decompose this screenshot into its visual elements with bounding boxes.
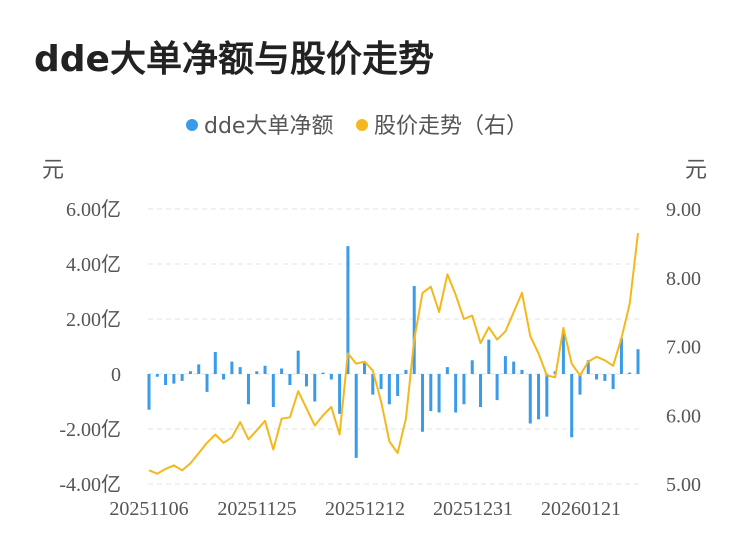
bar — [288, 374, 292, 385]
bar — [304, 374, 308, 387]
bar — [205, 374, 209, 392]
bar — [379, 374, 383, 390]
bar — [570, 374, 574, 438]
bar — [263, 365, 267, 374]
line-series — [148, 232, 639, 475]
bar — [329, 374, 333, 380]
legend: dde大单净额 股价走势（右） — [186, 114, 528, 139]
legend-label-price: 股价走势（右） — [374, 114, 528, 139]
bar — [421, 374, 425, 432]
bar — [636, 349, 640, 374]
bar — [595, 374, 599, 380]
y-left-tick-label: 2.00亿 — [66, 308, 121, 331]
bar — [246, 374, 250, 405]
bar — [271, 374, 275, 407]
y-right-unit-label: 元 — [685, 158, 707, 183]
y-right-tick-label: 8.00 — [666, 268, 701, 290]
bar — [545, 374, 549, 417]
bar — [213, 352, 217, 374]
bar — [412, 286, 416, 374]
y-left-tick-label: -4.00亿 — [59, 473, 121, 496]
y-left-tick-label: 0 — [111, 364, 121, 386]
bar — [396, 374, 400, 396]
x-tick-label: 20260121 — [541, 498, 621, 520]
bar — [503, 356, 507, 374]
y-left-tick-label: 4.00亿 — [66, 253, 121, 276]
y-right-tick-label: 6.00 — [666, 405, 701, 427]
bar — [197, 364, 201, 374]
bar — [454, 374, 458, 413]
bar — [445, 367, 449, 374]
bar — [238, 367, 242, 374]
bar — [321, 372, 325, 374]
bar — [437, 374, 441, 413]
bar — [586, 360, 590, 374]
bar — [338, 374, 342, 414]
bar — [628, 372, 632, 374]
bar — [495, 374, 499, 401]
y-right-tick-label: 9.00 — [666, 199, 701, 221]
grid-lines — [148, 208, 640, 485]
x-tick-label: 20251231 — [433, 498, 513, 520]
bar — [479, 374, 483, 407]
y-right-tick-label: 7.00 — [666, 337, 701, 359]
bar — [387, 374, 391, 405]
price-line — [148, 232, 639, 475]
chart-title: dde大单净额与股价走势 — [34, 39, 434, 80]
bar — [172, 374, 176, 384]
bar — [404, 369, 408, 374]
axes-labels: 6.00亿 4.00亿 2.00亿 0 -2.00亿 -4.00亿 9.00 8.00 7.00… — [42, 158, 707, 520]
bar — [313, 374, 317, 402]
legend-label-dde: dde大单净额 — [204, 114, 333, 139]
bar — [578, 374, 582, 395]
bar — [346, 246, 350, 374]
bar-series — [147, 246, 640, 458]
bar — [371, 374, 375, 395]
bar — [188, 371, 192, 374]
bar — [462, 374, 466, 405]
bar — [470, 360, 474, 374]
y-left-unit-label: 元 — [42, 158, 64, 183]
bar — [354, 374, 358, 458]
y-left-tick-label: -2.00亿 — [59, 418, 121, 441]
y-left-tick-label: 6.00亿 — [66, 198, 121, 221]
bar — [561, 332, 565, 374]
bar — [611, 374, 615, 390]
bar — [520, 369, 524, 374]
bar — [512, 361, 516, 374]
bar — [180, 374, 184, 381]
bar — [155, 374, 159, 377]
bar — [603, 374, 607, 381]
bar — [362, 363, 366, 374]
bar — [487, 339, 491, 374]
bar — [537, 374, 541, 420]
bar — [222, 374, 226, 380]
bar — [255, 371, 259, 374]
legend-marker-dde — [186, 119, 198, 131]
bar — [528, 374, 532, 424]
x-tick-label: 20251212 — [325, 498, 405, 520]
x-tick-label: 20251106 — [109, 498, 188, 520]
bar — [429, 374, 433, 412]
bar — [164, 374, 168, 385]
bar — [230, 361, 234, 374]
legend-marker-price — [356, 119, 368, 131]
bar — [280, 368, 284, 374]
bar — [619, 338, 623, 374]
x-tick-label: 20251125 — [217, 498, 296, 520]
bar — [296, 350, 300, 374]
bar — [147, 374, 151, 410]
y-right-tick-label: 5.00 — [666, 474, 701, 496]
